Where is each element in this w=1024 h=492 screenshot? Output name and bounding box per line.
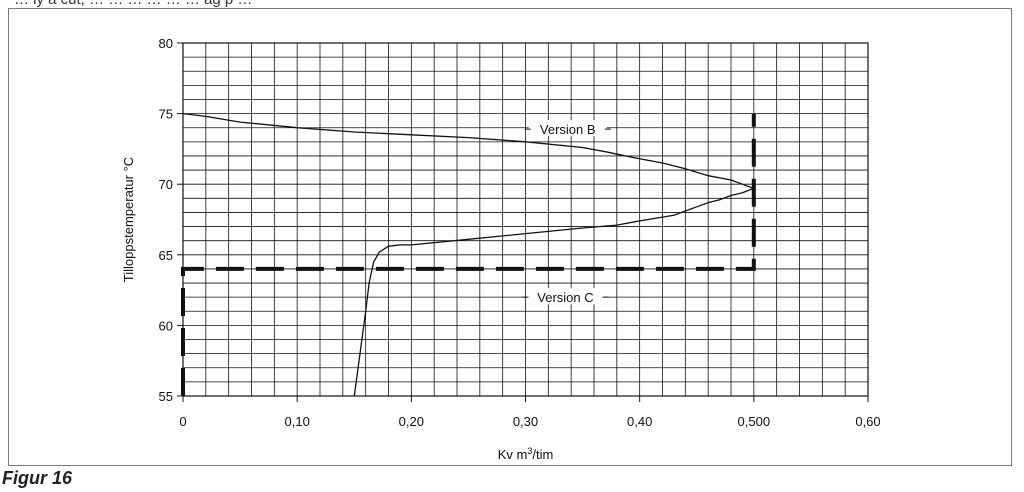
series-line-1 — [353, 187, 755, 397]
x-tick-label: 0,20 — [399, 414, 424, 429]
series-label-bg — [526, 288, 605, 305]
y-tick-labels: 55 60 65 70 75 80 — [159, 36, 183, 404]
x-tick-label: 0 — [179, 414, 186, 429]
series-line-0 — [182, 112, 755, 190]
x-tick-label: 0,10 — [285, 414, 310, 429]
y-tick-label: 65 — [159, 248, 173, 263]
y-axis-title: Tilloppstemperatur °C — [121, 157, 136, 282]
series-label: Version B — [540, 122, 596, 137]
cropped-header-text: … ly a cut, … … … … … … ag p … — [14, 0, 252, 8]
y-tick-label: 70 — [159, 177, 173, 192]
x-axis-title: Kv m3/tim — [498, 446, 554, 462]
figure-caption: Figur 16 — [2, 468, 73, 488]
x-tick-label: 0,60 — [855, 414, 880, 429]
series-label-bg — [528, 120, 607, 137]
x-tick-label: 0,40 — [627, 414, 652, 429]
series-dashed-line — [181, 113, 756, 396]
x-tick-label: 0,500 — [738, 414, 771, 429]
x-axis-title-main: Kv m — [498, 447, 528, 462]
x-tick-labels: 0 0,10 0,20 0,30 0,40 0,500 0,60 — [179, 396, 881, 429]
y-tick-label: 80 — [159, 36, 173, 51]
x-axis-title-sup: 3 — [527, 446, 532, 456]
series-layer: Version B Version C — [181, 112, 756, 397]
x-axis-title-suffix: /tim — [532, 447, 553, 462]
y-tick-label: 55 — [159, 389, 173, 404]
series-label: Version C — [537, 290, 593, 305]
figure-frame — [8, 8, 1012, 466]
minor-grid — [182, 42, 869, 397]
x-tick-label: 0,30 — [513, 414, 538, 429]
y-tick-label: 60 — [159, 318, 173, 333]
y-tick-label: 75 — [159, 107, 173, 122]
